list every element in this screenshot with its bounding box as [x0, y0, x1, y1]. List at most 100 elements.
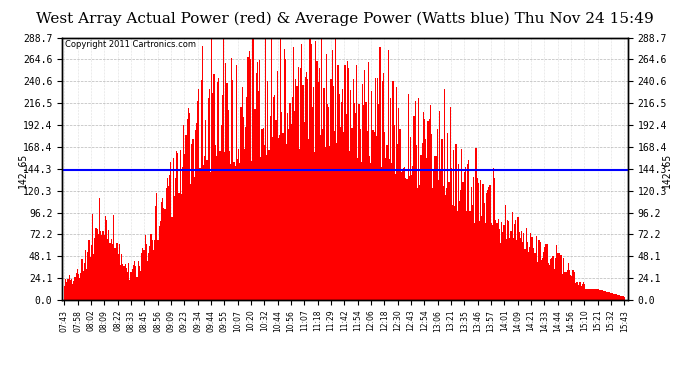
Bar	[358, 104, 359, 300]
Bar	[258, 91, 259, 300]
Bar	[354, 103, 355, 300]
Bar	[400, 172, 402, 300]
Bar	[446, 188, 447, 300]
Bar	[117, 254, 119, 300]
Bar	[334, 131, 335, 300]
Bar	[377, 78, 378, 300]
Bar	[306, 72, 307, 300]
Bar	[266, 155, 267, 300]
Bar	[422, 142, 423, 300]
Bar	[497, 219, 499, 300]
Bar	[78, 274, 79, 300]
Bar	[176, 151, 177, 300]
Bar	[534, 253, 535, 300]
Bar	[294, 111, 295, 300]
Bar	[373, 130, 374, 300]
Bar	[451, 168, 452, 300]
Bar	[389, 159, 390, 300]
Bar	[106, 220, 107, 300]
Bar	[580, 286, 582, 300]
Bar	[337, 65, 339, 300]
Bar	[424, 119, 425, 300]
Bar	[543, 252, 544, 300]
Bar	[506, 239, 507, 300]
Bar	[88, 240, 90, 300]
Bar	[450, 107, 451, 300]
Bar	[285, 59, 286, 300]
Bar	[279, 135, 280, 300]
Bar	[154, 240, 155, 300]
Bar	[168, 186, 169, 300]
Bar	[197, 100, 198, 300]
Bar	[307, 79, 308, 300]
Bar	[321, 38, 322, 300]
Bar	[73, 280, 75, 300]
Bar	[452, 206, 453, 300]
Bar	[582, 284, 583, 300]
Bar	[477, 183, 479, 300]
Bar	[531, 237, 533, 300]
Bar	[617, 295, 618, 300]
Bar	[104, 235, 105, 300]
Bar	[290, 124, 292, 300]
Bar	[408, 176, 410, 300]
Bar	[620, 296, 622, 300]
Bar	[473, 177, 474, 300]
Bar	[319, 68, 320, 300]
Bar	[199, 168, 201, 300]
Bar	[310, 44, 312, 300]
Bar	[217, 82, 218, 300]
Bar	[493, 168, 494, 300]
Bar	[457, 164, 459, 300]
Bar	[568, 263, 569, 300]
Bar	[130, 272, 132, 300]
Bar	[114, 248, 115, 300]
Bar	[528, 252, 529, 300]
Bar	[81, 259, 83, 300]
Bar	[83, 264, 85, 300]
Bar	[611, 293, 612, 300]
Bar	[216, 156, 217, 300]
Bar	[447, 132, 448, 300]
Bar	[605, 291, 607, 300]
Bar	[459, 201, 460, 300]
Bar	[332, 50, 333, 300]
Bar	[533, 248, 534, 300]
Bar	[150, 234, 152, 300]
Bar	[99, 198, 100, 300]
Bar	[286, 144, 287, 300]
Bar	[196, 123, 197, 300]
Bar	[402, 171, 403, 300]
Bar	[343, 132, 344, 300]
Bar	[135, 266, 137, 300]
Bar	[371, 91, 373, 300]
Bar	[415, 145, 417, 300]
Bar	[464, 172, 465, 300]
Bar	[112, 244, 113, 300]
Bar	[583, 282, 584, 300]
Bar	[299, 149, 300, 300]
Bar	[195, 130, 196, 300]
Bar	[592, 289, 593, 300]
Bar	[175, 178, 176, 300]
Bar	[349, 152, 351, 300]
Bar	[231, 58, 233, 300]
Bar	[121, 254, 122, 300]
Bar	[257, 62, 258, 300]
Bar	[331, 80, 332, 300]
Bar	[362, 84, 363, 300]
Bar	[191, 144, 193, 300]
Bar	[119, 244, 120, 300]
Bar	[302, 85, 304, 300]
Bar	[75, 273, 77, 300]
Bar	[376, 136, 377, 300]
Bar	[129, 280, 130, 300]
Bar	[417, 188, 418, 300]
Bar	[237, 159, 238, 300]
Bar	[474, 223, 475, 300]
Bar	[102, 231, 103, 300]
Bar	[442, 186, 444, 300]
Bar	[201, 46, 203, 300]
Bar	[370, 163, 371, 300]
Bar	[87, 252, 88, 300]
